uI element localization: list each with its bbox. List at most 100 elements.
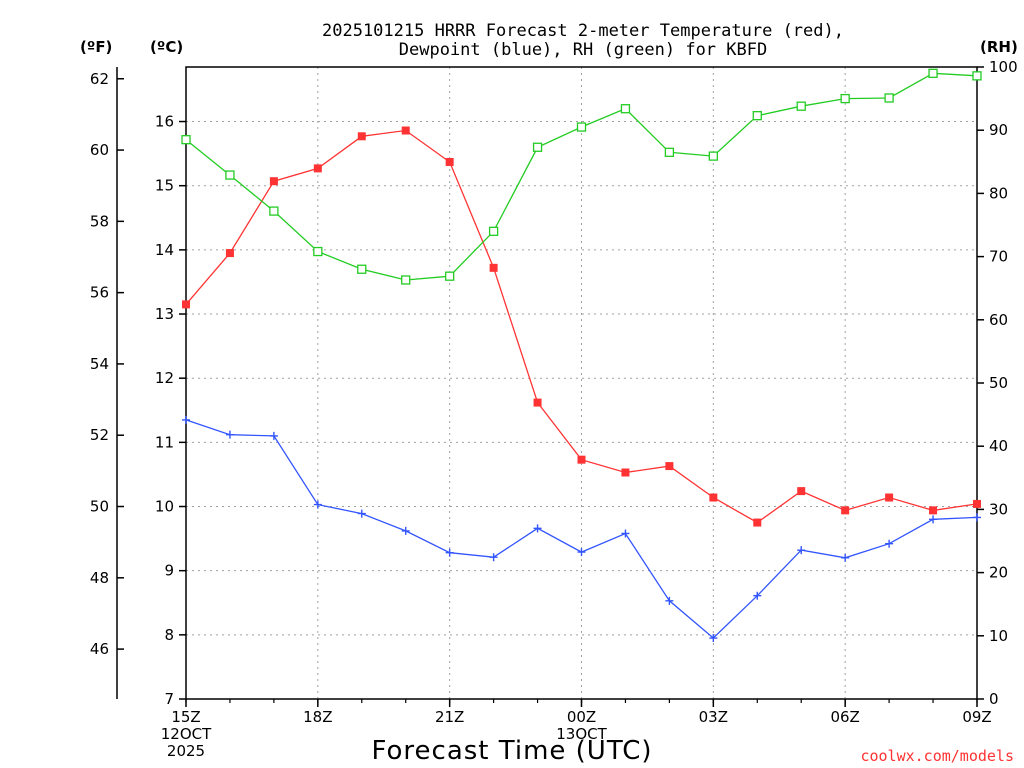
temperature-point	[841, 506, 850, 515]
dewpoint-point	[269, 431, 278, 440]
rh-point	[401, 275, 411, 285]
dewpoint-point	[445, 548, 454, 557]
temperature-point	[797, 487, 806, 496]
rh-point	[313, 246, 323, 257]
rh-point	[445, 271, 455, 281]
x-tick-label: 18Z	[303, 708, 332, 726]
x-tick-label: 00Z	[567, 708, 596, 726]
temperature-point	[357, 132, 366, 141]
rh-point	[928, 68, 938, 78]
rh-tick-label: 70	[989, 248, 1008, 266]
temperature-point	[973, 499, 981, 508]
rh-tick-label: 100	[989, 58, 1018, 76]
rh-tick-label: 30	[989, 500, 1008, 518]
x-tick-label: 03Z	[699, 708, 728, 726]
temperature-point	[753, 518, 762, 527]
dewpoint-point	[841, 553, 850, 562]
fahrenheit-unit-label: (ºF)	[80, 38, 112, 56]
fahrenheit-tick-label: 62	[90, 70, 109, 88]
fahrenheit-tick-label: 46	[90, 640, 109, 658]
fahrenheit-tick-label: 54	[90, 355, 109, 373]
dewpoint-point	[709, 634, 718, 643]
celsius-tick-label: 14	[155, 241, 174, 259]
x-tick-label: 13OCT	[556, 725, 607, 743]
rh-point	[708, 151, 718, 161]
celsius-tick-label: 13	[155, 305, 174, 323]
temperature-point	[313, 164, 322, 173]
temperature-point	[885, 493, 894, 502]
temperature-point	[665, 462, 674, 471]
dewpoint-point	[313, 500, 322, 509]
rh-tick-label: 10	[989, 627, 1008, 645]
rh-point	[532, 142, 543, 152]
temperature-point	[401, 126, 410, 135]
celsius-tick-label: 8	[164, 626, 174, 644]
rh-tick-label: 80	[989, 184, 1008, 202]
grid-lines	[186, 67, 977, 699]
data-series	[181, 68, 982, 643]
dewpoint-point	[225, 430, 234, 439]
x-axis-title: Forecast Time (UTC)	[371, 736, 652, 766]
fahrenheit-tick-label: 56	[90, 284, 109, 302]
dewpoint-point	[885, 539, 894, 548]
celsius-unit-label: (ºC)	[150, 38, 183, 56]
celsius-tick-label: 9	[164, 562, 174, 580]
temperature-point	[445, 157, 454, 166]
temperature-point	[182, 300, 190, 309]
rh-point	[664, 147, 675, 157]
dewpoint-point	[533, 524, 542, 533]
rh-point	[620, 104, 631, 114]
temperature-point	[709, 493, 718, 502]
rh-point	[972, 71, 982, 81]
x-tick-label: 12OCT	[161, 725, 212, 743]
rh-point	[840, 93, 850, 104]
rh-point	[488, 226, 499, 236]
rh-tick-label: 0	[989, 690, 999, 708]
x-tick-label: 09Z	[962, 708, 991, 726]
celsius-tick-label: 10	[155, 498, 174, 516]
rh-point	[357, 264, 367, 274]
dewpoint-point	[621, 529, 630, 538]
dewpoint-point	[797, 546, 806, 555]
rh-point	[752, 111, 762, 121]
fahrenheit-tick-label: 50	[90, 498, 109, 516]
dewpoint-point	[973, 513, 981, 522]
rh-tick-label: 60	[989, 311, 1008, 329]
x-tick-label: 21Z	[435, 708, 464, 726]
rh-point	[576, 122, 587, 132]
rh-point	[181, 135, 191, 145]
temperature-point	[533, 398, 542, 407]
dewpoint-point	[577, 548, 586, 557]
celsius-tick-label: 7	[164, 690, 174, 708]
axes: 7 8 9 10 11 12 13 14 15 16 0 10 20 30 40 50 60 70 80 90 100 4…	[90, 58, 1018, 760]
temperature-point	[577, 455, 586, 464]
dewpoint-point	[665, 596, 674, 605]
chart-title-line2: Dewpoint (blue), RH (green) for KBFD	[399, 40, 767, 60]
temperature-point	[225, 249, 234, 258]
rh-point	[884, 93, 894, 103]
rh-tick-label: 20	[989, 564, 1008, 582]
dewpoint-point	[489, 553, 498, 562]
celsius-tick-label: 15	[155, 177, 174, 195]
dewpoint-point	[753, 591, 762, 600]
x-tick-label: 15Z	[171, 708, 200, 726]
fahrenheit-tick-label: 60	[90, 141, 109, 159]
x-tick-label: 2025	[167, 742, 205, 760]
rh-point	[225, 170, 235, 180]
dewpoint-point	[182, 415, 190, 424]
credit-text: coolwx.com/models	[860, 747, 1014, 765]
dewpoint-point	[401, 526, 410, 535]
x-tick-label: 06Z	[830, 708, 859, 726]
temperature-point	[929, 506, 938, 515]
rh-point	[269, 206, 279, 216]
dewpoint-point	[929, 515, 938, 524]
rh-unit-label: (RH)	[980, 38, 1018, 56]
temperature-point	[621, 468, 630, 477]
chart-title-line1: 2025101215 HRRR Forecast 2-meter Tempera…	[322, 21, 844, 41]
fahrenheit-tick-label: 58	[90, 212, 109, 230]
fahrenheit-tick-label: 48	[90, 569, 109, 587]
celsius-tick-label: 16	[155, 113, 174, 131]
plot-frame	[185, 66, 978, 700]
rh-tick-label: 50	[989, 374, 1008, 392]
